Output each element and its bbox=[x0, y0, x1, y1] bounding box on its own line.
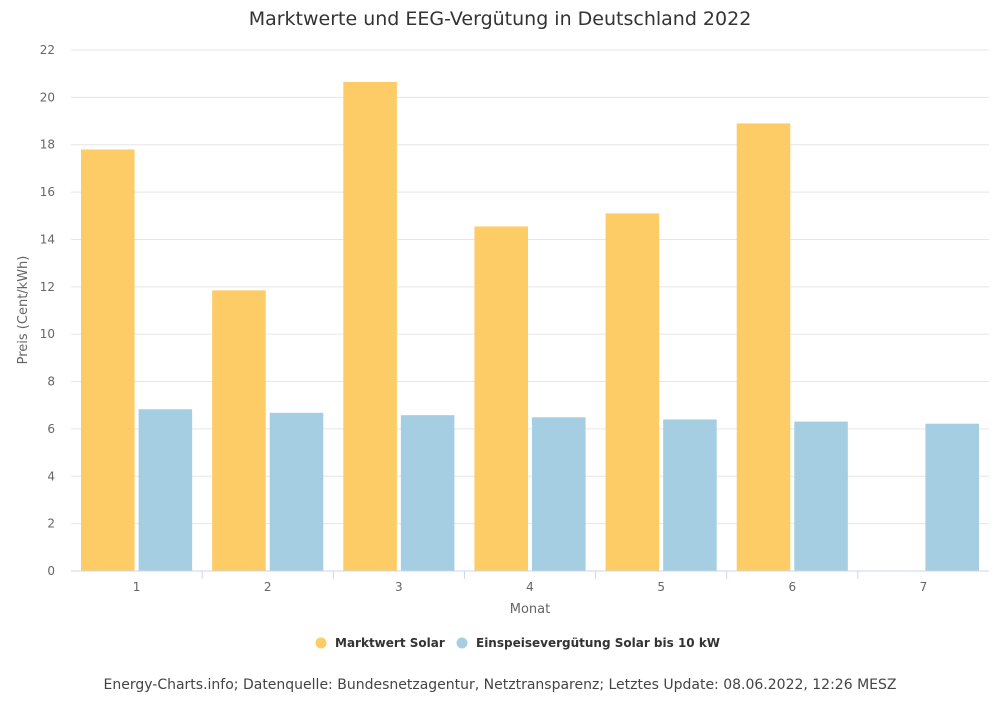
bar-series2-month-3 bbox=[400, 415, 455, 571]
chart-title: Marktwerte und EEG-Vergütung in Deutschl… bbox=[249, 8, 752, 30]
y-tick-label: 22 bbox=[40, 43, 55, 57]
y-tick-label: 20 bbox=[40, 90, 55, 104]
x-tick-label: 7 bbox=[920, 580, 928, 594]
bar-series2-month-6 bbox=[794, 421, 848, 571]
x-tick-label: 6 bbox=[788, 580, 796, 594]
legend-item-2[interactable]: Einspeisevergütung Solar bis 10 kW bbox=[456, 636, 721, 650]
y-tick-label: 16 bbox=[40, 185, 55, 199]
y-axis-ticks: 0 2 4 6 8 10 12 14 16 18 20 22 bbox=[40, 43, 55, 578]
source-note: Energy-Charts.info; Datenquelle: Bundesn… bbox=[104, 677, 897, 693]
bar-series1-month-2 bbox=[212, 290, 266, 571]
y-tick-label: 2 bbox=[47, 517, 55, 531]
bar-series1-month-6 bbox=[736, 123, 791, 571]
x-tick-label: 4 bbox=[526, 580, 534, 594]
legend-marker bbox=[456, 637, 468, 649]
y-tick-label: 4 bbox=[47, 469, 55, 483]
bar-series1-month-4 bbox=[474, 226, 528, 571]
x-tick-label: 3 bbox=[395, 580, 403, 594]
legend-label: Einspeisevergütung Solar bis 10 kW bbox=[476, 636, 720, 650]
bar-series2-month-2 bbox=[269, 412, 324, 571]
y-axis-label: Preis (Cent/kWh) bbox=[16, 256, 31, 365]
bar-series2-month-1 bbox=[138, 409, 193, 571]
y-tick-label: 0 bbox=[47, 564, 55, 578]
y-tick-label: 8 bbox=[47, 375, 55, 389]
x-axis-label: Monat bbox=[510, 602, 550, 617]
bar-series1-month-1 bbox=[81, 149, 135, 572]
x-tick-label: 2 bbox=[264, 580, 272, 594]
x-tick-label: 1 bbox=[133, 580, 141, 594]
y-tick-label: 12 bbox=[40, 280, 55, 294]
legend: Marktwert Solar Einspeisevergütung Solar … bbox=[315, 636, 721, 650]
legend-item-1[interactable]: Marktwert Solar bbox=[315, 636, 445, 650]
bars bbox=[81, 81, 979, 572]
bar-series1-month-3 bbox=[343, 81, 397, 571]
y-tick-label: 6 bbox=[47, 422, 55, 436]
bar-series2-month-5 bbox=[663, 419, 717, 571]
bar-series2-month-4 bbox=[532, 417, 586, 571]
bar-series1-month-5 bbox=[605, 213, 660, 571]
gridlines bbox=[71, 49, 989, 525]
y-tick-label: 18 bbox=[40, 138, 55, 152]
y-tick-label: 14 bbox=[40, 232, 55, 246]
legend-label: Marktwert Solar bbox=[335, 636, 445, 650]
y-tick-label: 10 bbox=[40, 327, 55, 341]
x-axis-ticks: 1 2 3 4 5 6 7 bbox=[133, 571, 927, 594]
legend-marker bbox=[315, 637, 327, 649]
x-tick-label: 5 bbox=[657, 580, 665, 594]
bar-series2-month-7 bbox=[925, 423, 979, 571]
